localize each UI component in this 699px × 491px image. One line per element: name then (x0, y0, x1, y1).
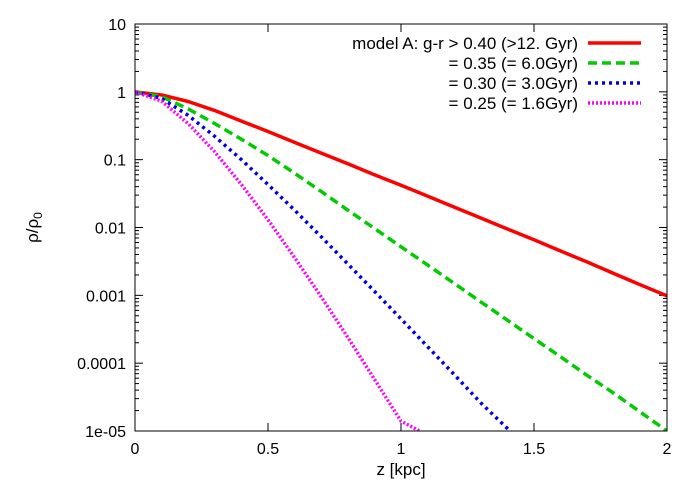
plot-frame (134, 23, 668, 432)
y-tick-label: 0.0001 (77, 356, 126, 373)
y-tick-label: 0.001 (86, 288, 126, 305)
x-tick-label: 2 (663, 441, 672, 458)
x-tick-label: 1 (397, 441, 406, 458)
series-layer (135, 90, 667, 431)
y-axis-label-subscript: 0 (31, 212, 45, 219)
x-tick-label: 0 (131, 441, 140, 458)
legend-label-4: = 0.25 (= 1.6Gyr) (449, 94, 578, 113)
legend-label-2: = 0.35 (= 6.0Gyr) (449, 54, 578, 73)
y-tick-label: 1e-05 (85, 424, 126, 441)
legend-label-1: model A: g-r > 0.40 (>12. Gyr) (352, 34, 578, 53)
y-tick-label: 0.1 (104, 153, 126, 170)
series-line-1 (135, 90, 667, 298)
legend: model A: g-r > 0.40 (>12. Gyr)= 0.35 (= … (352, 34, 641, 113)
tick-labels: 0 0.5 1 1.5 2 10 1 0.1 0.01 0.001 0.0001 1e-05 (77, 17, 671, 458)
y-axis-label: ρ/ρ0 (23, 212, 45, 243)
y-tick-label: 1 (117, 85, 126, 102)
y-tick-label: 10 (108, 17, 126, 34)
y-axis-label-main: ρ/ρ (23, 219, 42, 243)
y-tick-label: 0.01 (95, 221, 126, 238)
series-line-2 (135, 90, 667, 431)
x-tick-label: 1.5 (523, 441, 545, 458)
series-line-3 (135, 90, 512, 431)
series-line-4 (135, 90, 421, 431)
x-axis-label: z [kpc] (376, 460, 425, 479)
legend-label-3: = 0.30 (= 3.0Gyr) (449, 74, 578, 93)
x-tick-label: 0.5 (257, 441, 279, 458)
